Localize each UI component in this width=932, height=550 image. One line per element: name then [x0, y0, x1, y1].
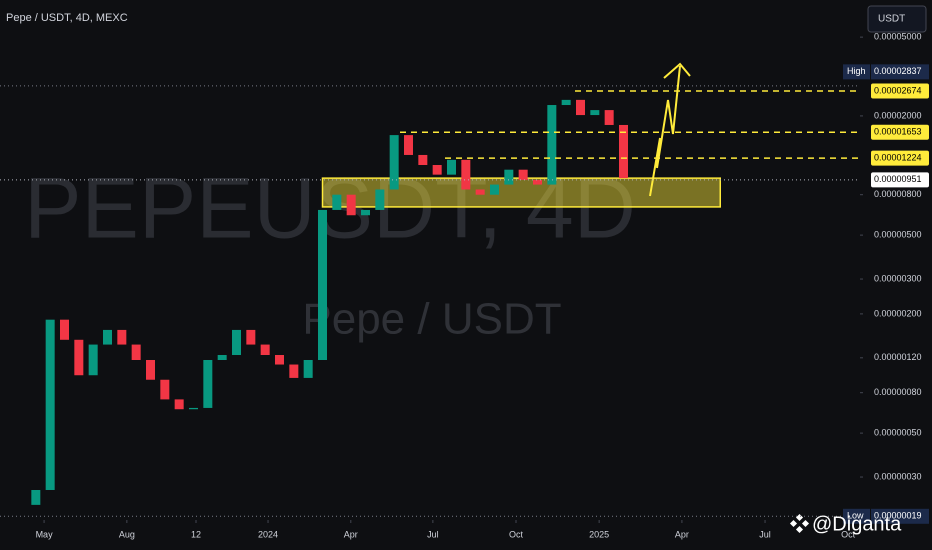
candle-body — [547, 105, 557, 185]
y-tick-label: 0.00005000 — [874, 32, 922, 42]
candle-body — [189, 407, 198, 410]
candle-body — [74, 339, 84, 376]
candle-body — [447, 159, 456, 175]
y-tick-label: 0.00000200 — [874, 308, 922, 318]
candle-body — [203, 360, 213, 408]
x-tick-label: 2024 — [258, 529, 278, 539]
x-tick-label: Oct — [841, 529, 856, 539]
candle-body — [160, 379, 170, 400]
level-label-box — [871, 83, 929, 99]
x-tick-label: 12 — [191, 529, 201, 539]
candle-body — [88, 344, 98, 376]
y-tick-label: 0.00000300 — [874, 273, 922, 283]
x-tick-label: Apr — [344, 529, 358, 539]
candle-body — [561, 99, 571, 106]
low-name: Low — [847, 511, 864, 521]
y-tick-label: 0.00000080 — [874, 387, 922, 397]
watermark: PEPEUSDT, 4D — [24, 161, 636, 257]
candle-body — [475, 189, 485, 195]
level-label: 0.00001653 — [874, 127, 922, 137]
x-tick-label: Oct — [509, 529, 524, 539]
last-price-box — [871, 172, 929, 188]
candle-body — [289, 364, 299, 378]
y-tick-label: 0.00000800 — [874, 189, 922, 199]
candle-body — [619, 124, 628, 179]
x-tick-label: Aug — [119, 529, 135, 539]
candle-body — [404, 135, 413, 155]
candle-body — [576, 99, 585, 116]
candle-body — [590, 110, 600, 116]
candle-body — [604, 110, 614, 125]
candle-body — [217, 355, 227, 361]
level-label: 0.00002674 — [874, 85, 922, 95]
low-value: 0.00000019 — [874, 511, 922, 521]
y-tick-label: 0.00000050 — [874, 427, 922, 437]
candle-body — [361, 209, 370, 216]
high-name-box — [843, 64, 870, 80]
y-tick-label: 0.00000500 — [874, 229, 922, 239]
x-tick-label: May — [36, 529, 54, 539]
candle-body — [146, 360, 155, 380]
candle-body — [117, 329, 127, 345]
chart-title: Pepe / USDT, 4D, MEXC — [6, 12, 128, 24]
candle-body — [303, 360, 313, 378]
candle-body — [389, 135, 399, 190]
candle-body — [432, 165, 442, 175]
candle-body — [375, 189, 385, 210]
candle-body — [346, 194, 356, 216]
candle-body — [418, 154, 428, 166]
brand-logo — [789, 513, 810, 534]
candle-body — [232, 329, 241, 356]
credit: @Diganta — [812, 513, 902, 535]
candle-body — [246, 329, 256, 345]
y-tick-label: 0.00000120 — [874, 352, 922, 362]
currency-button[interactable] — [867, 5, 927, 33]
candle-body — [174, 399, 184, 410]
x-tick-label: Jul — [759, 529, 771, 539]
level-label: 0.00001224 — [874, 153, 922, 163]
candle-body — [504, 169, 514, 185]
high-name: High — [847, 66, 866, 76]
x-tick-label: Jul — [427, 529, 439, 539]
x-tick-label: 2025 — [589, 529, 609, 539]
high-value: 0.00002837 — [874, 66, 922, 76]
candle-body — [31, 489, 41, 505]
candle-body — [332, 194, 342, 210]
candle-body — [131, 344, 141, 361]
candle-body — [275, 355, 284, 365]
low-value-box — [871, 508, 929, 524]
candle-body — [518, 169, 528, 180]
candle-body — [103, 329, 112, 345]
candle-body — [260, 344, 270, 356]
candle-body — [45, 319, 55, 490]
currency-label: USDT — [878, 14, 905, 25]
high-value-box — [871, 64, 929, 80]
level-label-box — [871, 150, 929, 166]
candle-body — [461, 159, 471, 190]
x-tick-label: Apr — [675, 529, 689, 539]
level-label-box — [871, 124, 929, 140]
projection-arrow — [649, 62, 691, 197]
candle-body — [533, 179, 542, 185]
support-zone — [321, 177, 721, 208]
candle-body — [318, 209, 327, 361]
y-tick-label: 0.00000030 — [874, 471, 922, 481]
candle-body — [490, 184, 499, 195]
y-tick-label: 0.00002000 — [874, 110, 922, 120]
watermark-sub: Pepe / USDT — [302, 295, 561, 344]
candle-body — [60, 319, 69, 340]
low-name-box — [843, 508, 870, 524]
last-price-label: 0.00000951 — [874, 174, 922, 184]
